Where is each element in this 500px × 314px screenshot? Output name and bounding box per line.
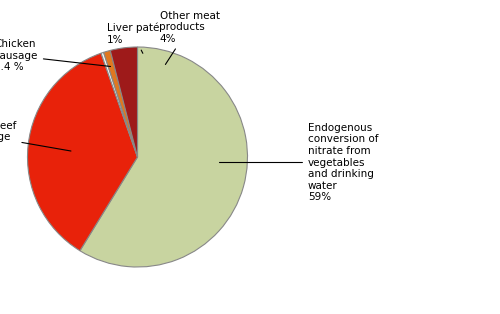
- Text: Liver paté
1%: Liver paté 1%: [106, 23, 159, 53]
- Wedge shape: [80, 47, 247, 267]
- Wedge shape: [28, 53, 138, 251]
- Text: Pork/beef
sausage
36%: Pork/beef sausage 36%: [0, 121, 71, 154]
- Text: Chicken
sausage
0.4 %: Chicken sausage 0.4 %: [0, 39, 110, 73]
- Text: Other meat
products
4%: Other meat products 4%: [160, 11, 220, 64]
- Wedge shape: [104, 51, 138, 157]
- Text: Endogenous
conversion of
nitrate from
vegetables
and drinking
water
59%: Endogenous conversion of nitrate from ve…: [220, 123, 378, 202]
- Wedge shape: [110, 47, 138, 157]
- Wedge shape: [101, 52, 138, 157]
